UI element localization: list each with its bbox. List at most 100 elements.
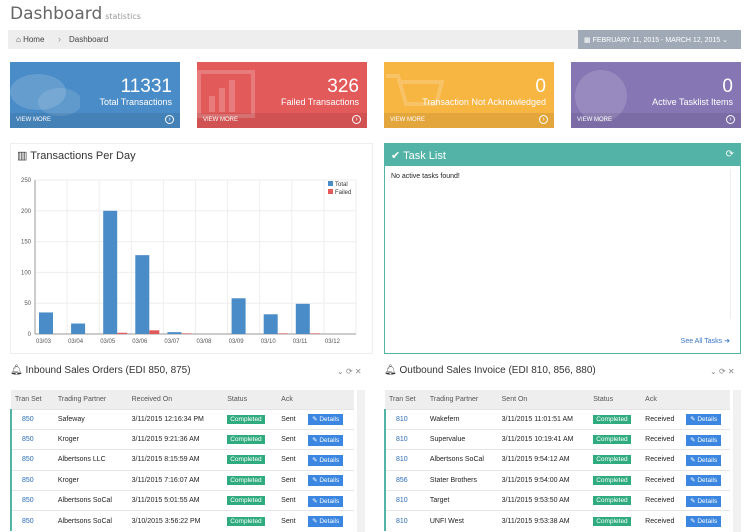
chart-bar <box>231 298 246 334</box>
details-button[interactable]: ✎ Details <box>686 495 722 507</box>
breadcrumb-home[interactable]: ⌂ Home <box>16 35 45 44</box>
table-row: 850 Albertsons SoCal 3/10/2015 3:56:22 P… <box>10 510 354 532</box>
date-cell: 3/11/2015 5:01:55 AM <box>127 490 224 511</box>
column-header: Status <box>223 390 278 409</box>
status-cell: Completed <box>223 408 278 430</box>
refresh-icon[interactable]: ⟳ <box>345 367 355 376</box>
x-tick-label: 03/12 <box>325 339 341 345</box>
column-header: Trading Partner <box>425 390 498 409</box>
view-more-link[interactable]: VIEW MORE › <box>10 113 180 128</box>
action-cell: ✎ Details <box>682 449 730 471</box>
date-cell: 3/11/2015 10:19:41 AM <box>497 428 590 450</box>
stat-label: Active Tasklist Items <box>652 97 733 107</box>
panel-controls: ⌄ ⟳ ✕ <box>710 367 735 376</box>
close-icon[interactable]: ✕ <box>727 367 735 376</box>
see-all-tasks-link[interactable]: See All Tasks ➜ <box>680 338 730 345</box>
details-button[interactable]: ✎ Details <box>308 434 344 446</box>
scrollbar[interactable] <box>730 169 738 319</box>
date-range-picker[interactable]: ▦ FEBRUARY 11, 2015 - MARCH 12, 2015 ⌄ <box>578 30 741 49</box>
date-cell: 3/10/2015 3:56:22 PM <box>127 510 224 532</box>
tran-set-link[interactable]: 810 <box>384 490 426 511</box>
ack-cell: Received <box>641 408 683 430</box>
column-header: Trading Partner <box>53 390 128 409</box>
tran-set-link[interactable]: 850 <box>10 469 54 491</box>
status-badge: Completed <box>593 516 631 526</box>
y-tick-label: 100 <box>21 270 32 276</box>
outbound-table: Tran Set Trading Partner Sent On Status Ack … <box>384 390 730 532</box>
close-icon[interactable]: ✕ <box>354 367 362 376</box>
edit-icon: ✎ <box>312 518 320 526</box>
details-button[interactable]: ✎ Details <box>686 516 722 528</box>
tran-set-link[interactable]: 810 <box>384 428 426 450</box>
status-cell: Completed <box>223 490 278 511</box>
details-button[interactable]: ✎ Details <box>686 434 722 446</box>
chevron-down-icon[interactable]: ⌄ <box>337 367 346 376</box>
trading-partner: Target <box>425 490 498 511</box>
edit-icon: ✎ <box>690 497 698 505</box>
ack-cell: Received <box>641 469 683 491</box>
ack-cell: Received <box>641 449 683 471</box>
cart-icon <box>386 74 444 106</box>
tran-set-link[interactable]: 856 <box>384 469 426 491</box>
trading-partner: Kroger <box>53 428 128 450</box>
view-more-link[interactable]: VIEW MORE › <box>384 113 554 128</box>
chart-bar <box>309 333 320 334</box>
chart-bar <box>263 314 278 334</box>
trading-partner: Albertsons SoCal <box>425 449 498 471</box>
table-row: 850 Kroger 3/11/2015 9:21:36 AM Complete… <box>10 428 354 450</box>
action-cell: ✎ Details <box>682 469 730 491</box>
tran-set-link[interactable]: 850 <box>10 490 54 511</box>
x-tick-label: 03/10 <box>261 339 277 345</box>
stat-total-transactions: 11331 Total Transactions VIEW MORE › <box>10 62 180 128</box>
column-header: Ack <box>277 390 305 409</box>
tran-set-link[interactable]: 850 <box>10 408 54 430</box>
view-more-link[interactable]: VIEW MORE › <box>197 113 367 128</box>
refresh-icon[interactable]: ⟳ <box>725 149 734 160</box>
trading-partner: Albertsons SoCal <box>53 510 128 532</box>
scrollbar[interactable] <box>733 390 741 532</box>
edit-icon: ✎ <box>690 456 698 464</box>
refresh-icon[interactable]: ⟳ <box>718 367 728 376</box>
date-cell: 3/11/2015 11:01:51 AM <box>497 408 590 430</box>
table-row: 850 Kroger 3/11/2015 7:16:07 AM Complete… <box>10 469 354 491</box>
edit-icon: ✎ <box>690 477 698 485</box>
x-tick-label: 03/11 <box>293 339 308 345</box>
details-button[interactable]: ✎ Details <box>686 475 722 487</box>
details-button[interactable]: ✎ Details <box>308 495 344 507</box>
chevron-down-icon[interactable]: ⌄ <box>710 367 719 376</box>
globe-icon <box>575 70 627 122</box>
chart-bar <box>71 323 86 334</box>
status-badge: Completed <box>227 435 265 445</box>
details-button[interactable]: ✎ Details <box>308 414 344 426</box>
details-button[interactable]: ✎ Details <box>308 516 344 528</box>
details-button[interactable]: ✎ Details <box>308 475 344 487</box>
tran-set-link[interactable]: 810 <box>384 510 426 532</box>
table-row: 856 Stater Brothers 3/11/2015 9:54:00 AM… <box>384 469 730 491</box>
column-header: Received On <box>127 390 224 409</box>
ack-cell: Sent <box>277 510 305 532</box>
action-cell: ✎ Details <box>304 449 354 471</box>
tran-set-link[interactable]: 850 <box>10 428 54 450</box>
date-cell: 3/11/2015 9:54:00 AM <box>497 469 590 491</box>
status-badge: Completed <box>227 475 265 485</box>
view-more-link[interactable]: VIEW MORE › <box>571 113 741 128</box>
tran-set-link[interactable]: 850 <box>10 449 54 471</box>
details-button[interactable]: ✎ Details <box>686 454 722 466</box>
status-badge: Completed <box>227 414 265 424</box>
tran-set-link[interactable]: 810 <box>384 408 426 430</box>
table-row: 810 Target 3/11/2015 9:53:50 AM Complete… <box>384 490 730 511</box>
status-badge: Completed <box>593 435 631 445</box>
action-cell: ✎ Details <box>682 408 730 430</box>
status-cell: Completed <box>589 510 642 532</box>
ack-cell: Received <box>641 510 683 532</box>
tran-set-link[interactable]: 850 <box>10 510 54 532</box>
ack-cell: Sent <box>277 408 305 430</box>
x-tick-label: 03/06 <box>132 339 148 345</box>
details-button[interactable]: ✎ Details <box>686 414 722 426</box>
details-button[interactable]: ✎ Details <box>308 454 344 466</box>
stat-failed-transactions: 326 Failed Transactions VIEW MORE › <box>197 62 367 128</box>
bell-icon: 🔔︎ <box>10 365 26 376</box>
tran-set-link[interactable]: 810 <box>384 449 426 471</box>
scrollbar[interactable] <box>357 390 365 532</box>
transactions-chart-panel: ▥ Transactions Per Day 0 50 100 150 200 250 03… <box>10 143 373 354</box>
